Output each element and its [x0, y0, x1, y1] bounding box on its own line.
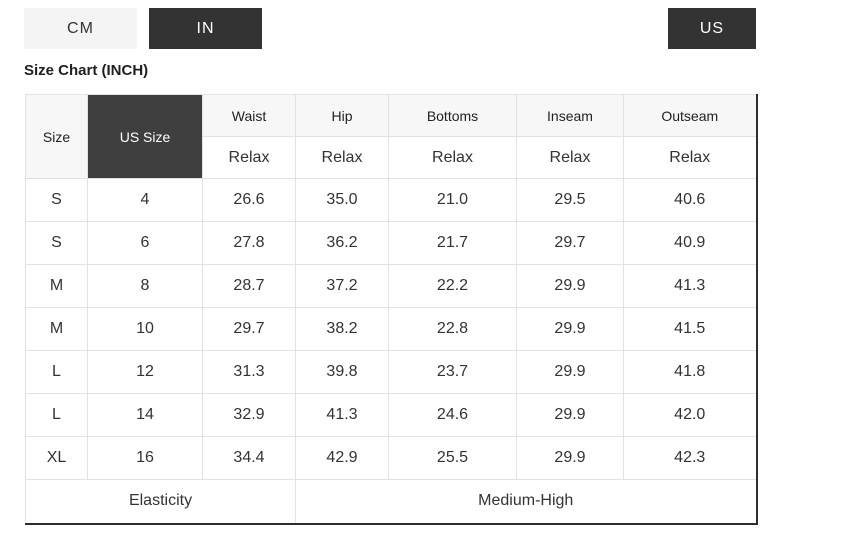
cell-hip: 39.8 — [295, 350, 389, 394]
cell-hip: 35.0 — [295, 178, 389, 222]
page-title: Size Chart (INCH) — [24, 62, 149, 79]
table-row: M 10 29.7 38.2 22.8 29.9 41.5 — [25, 307, 757, 351]
column-header-size: Size — [25, 94, 88, 179]
fit-type-bottoms: Relax — [388, 136, 517, 179]
elasticity-value: Medium-High — [295, 479, 757, 524]
size-chart-table: Size US Size Waist Hip Bottoms Inseam Ou… — [25, 94, 758, 525]
cell-bottoms: 25.5 — [388, 436, 517, 480]
unit-toggle-cm-button[interactable]: CM — [24, 8, 137, 49]
cell-hip: 38.2 — [295, 307, 389, 351]
elasticity-label: Elasticity — [25, 479, 296, 524]
column-header-waist: Waist — [202, 94, 296, 137]
cell-waist: 28.7 — [202, 264, 296, 308]
table-row: S 6 27.8 36.2 21.7 29.7 40.9 — [25, 221, 757, 265]
cell-us-size: 14 — [87, 393, 203, 437]
column-header-inseam: Inseam — [516, 94, 624, 137]
unit-toggle-row: CM IN US — [24, 8, 756, 49]
cell-inseam: 29.9 — [516, 393, 624, 437]
cell-outseam: 41.5 — [623, 307, 757, 351]
fit-type-hip: Relax — [295, 136, 389, 179]
cell-outseam: 40.9 — [623, 221, 757, 265]
cell-inseam: 29.9 — [516, 350, 624, 394]
cell-inseam: 29.9 — [516, 307, 624, 351]
column-header-us-size: US Size — [87, 94, 203, 179]
cell-bottoms: 22.8 — [388, 307, 517, 351]
cell-us-size: 10 — [87, 307, 203, 351]
cell-size: L — [25, 350, 88, 394]
cell-waist: 31.3 — [202, 350, 296, 394]
cell-inseam: 29.9 — [516, 264, 624, 308]
cell-us-size: 16 — [87, 436, 203, 480]
cell-outseam: 41.8 — [623, 350, 757, 394]
header-row-fit-type: Relax Relax Relax Relax Relax — [26, 136, 757, 179]
table-row: L 12 31.3 39.8 23.7 29.9 41.8 — [25, 350, 757, 394]
cell-bottoms: 22.2 — [388, 264, 517, 308]
cell-waist: 27.8 — [202, 221, 296, 265]
cell-bottoms: 21.7 — [388, 221, 517, 265]
cell-us-size: 8 — [87, 264, 203, 308]
cell-size: M — [25, 307, 88, 351]
cell-waist: 32.9 — [202, 393, 296, 437]
column-header-bottoms: Bottoms — [388, 94, 517, 137]
fit-type-waist: Relax — [202, 136, 296, 179]
table-row: S 4 26.6 35.0 21.0 29.5 40.6 — [25, 178, 757, 222]
cell-us-size: 6 — [87, 221, 203, 265]
cell-bottoms: 23.7 — [388, 350, 517, 394]
cell-hip: 42.9 — [295, 436, 389, 480]
table-row: XL 16 34.4 42.9 25.5 29.9 42.3 — [25, 436, 757, 480]
column-header-hip: Hip — [295, 94, 389, 137]
cell-us-size: 4 — [87, 178, 203, 222]
cell-waist: 29.7 — [202, 307, 296, 351]
column-header-outseam: Outseam — [623, 94, 757, 137]
cell-size: XL — [25, 436, 88, 480]
cell-size: S — [25, 221, 88, 265]
cell-inseam: 29.7 — [516, 221, 624, 265]
table-row: L 14 32.9 41.3 24.6 29.9 42.0 — [25, 393, 757, 437]
fit-type-inseam: Relax — [516, 136, 624, 179]
cell-bottoms: 24.6 — [388, 393, 517, 437]
unit-toggle-in-button[interactable]: IN — [149, 8, 262, 49]
cell-inseam: 29.5 — [516, 178, 624, 222]
fit-type-outseam: Relax — [623, 136, 757, 179]
region-us-button[interactable]: US — [668, 8, 756, 49]
cell-outseam: 42.3 — [623, 436, 757, 480]
cell-waist: 26.6 — [202, 178, 296, 222]
cell-size: M — [25, 264, 88, 308]
cell-us-size: 12 — [87, 350, 203, 394]
cell-size: S — [25, 178, 88, 222]
cell-waist: 34.4 — [202, 436, 296, 480]
cell-outseam: 40.6 — [623, 178, 757, 222]
size-chart-table-container: Size US Size Waist Hip Bottoms Inseam Ou… — [25, 94, 758, 525]
cell-outseam: 41.3 — [623, 264, 757, 308]
cell-hip: 36.2 — [295, 221, 389, 265]
cell-size: L — [25, 393, 88, 437]
header-row-measures: Size US Size Waist Hip Bottoms Inseam Ou… — [25, 94, 757, 179]
table-row: M 8 28.7 37.2 22.2 29.9 41.3 — [25, 264, 757, 308]
cell-hip: 37.2 — [295, 264, 389, 308]
cell-hip: 41.3 — [295, 393, 389, 437]
elasticity-row: Elasticity Medium-High — [25, 479, 757, 524]
cell-bottoms: 21.0 — [388, 178, 517, 222]
cell-inseam: 29.9 — [516, 436, 624, 480]
cell-outseam: 42.0 — [623, 393, 757, 437]
